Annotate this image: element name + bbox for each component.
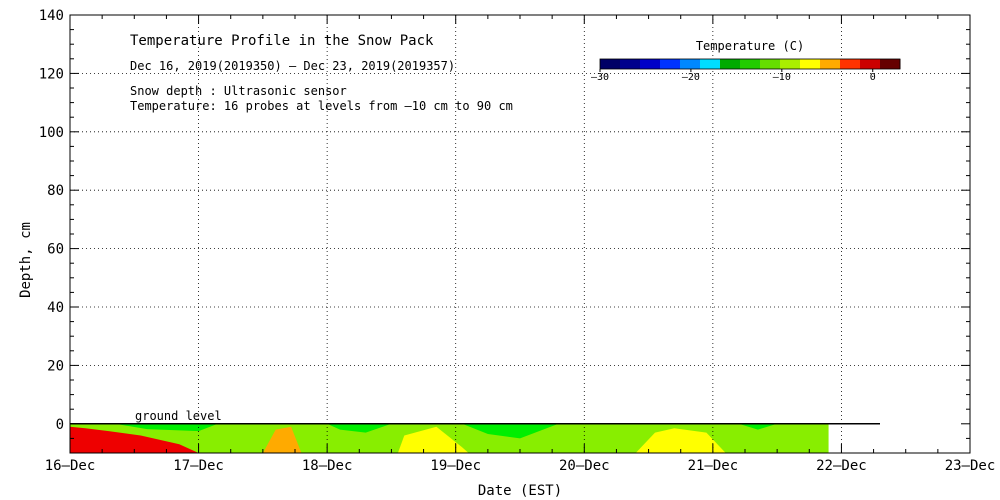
heatmap-data (70, 423, 880, 453)
heatmap-region-4 (115, 423, 218, 432)
x-tick-label-6: 22–Dec (816, 458, 867, 474)
colorbar-swatch-8 (760, 59, 781, 69)
heatmap-region-2 (397, 426, 469, 453)
colorbar: –30 –20 –10 0 (591, 58, 901, 83)
annotation-temperature: Temperature: 16 probes at levels from –1… (130, 99, 513, 113)
axes: 0 20 40 60 80 100 120 140 16–Dec 17–Dec 18–Dec 19–D… (39, 8, 996, 474)
colorbar-swatch-1 (620, 59, 641, 69)
colorbar-swatch-7 (740, 59, 761, 69)
colorbar-swatch-13 (860, 59, 881, 69)
colorbar-swatch-2 (640, 59, 661, 69)
y-tick-label-120: 120 (39, 66, 64, 82)
y-tick-label-100: 100 (39, 125, 64, 141)
colorbar-swatch-14 (880, 59, 901, 69)
x-tick-label-4: 20–Dec (559, 458, 610, 474)
colorbar-swatch-10 (800, 59, 821, 69)
heatmap-region-5 (327, 423, 392, 433)
y-tick-label-20: 20 (47, 358, 64, 374)
colorbar-label-0: –30 (591, 72, 609, 83)
colorbar-frame (599, 58, 901, 70)
colorbar-label-3: 0 (870, 72, 876, 83)
chart-title: Temperature Profile in the Snow Pack (130, 33, 434, 49)
x-tick-label-3: 19–Dec (430, 458, 481, 474)
chart-subtitle: Dec 16, 2019(2019350) – Dec 23, 2019(201… (130, 59, 455, 73)
colorbar-swatch-12 (840, 59, 861, 69)
x-axis-title: Date (EST) (478, 483, 562, 499)
colorbar-swatch-6 (720, 59, 741, 69)
heatmap-region-3 (635, 428, 726, 453)
colorbar-swatch-3 (660, 59, 681, 69)
heatmap-region-7 (738, 423, 778, 430)
y-tick-label-140: 140 (39, 8, 64, 24)
colorbar-label-1: –20 (682, 72, 700, 83)
x-tick-label-5: 21–Dec (688, 458, 739, 474)
heatmap-region-0 (70, 426, 199, 453)
colorbar-swatch-11 (820, 59, 841, 69)
x-tick-label-1: 17–Dec (173, 458, 224, 474)
colorbar-swatch-5 (700, 59, 721, 69)
chart-text: Temperature Profile in the Snow Pack Dec… (18, 33, 804, 499)
y-tick-label-80: 80 (47, 183, 64, 199)
heatmap-region-6 (462, 423, 559, 439)
x-tick-label-2: 18–Dec (302, 458, 353, 474)
ground-level-label: ground level (135, 409, 222, 423)
y-tick-label-40: 40 (47, 300, 64, 316)
x-tick-label-0: 16–Dec (45, 458, 96, 474)
y-tick-label-0: 0 (56, 417, 64, 433)
y-axis-title: Depth, cm (18, 222, 34, 298)
colorbar-swatch-9 (780, 59, 801, 69)
x-tick-label-7: 23–Dec (945, 458, 996, 474)
colorbar-swatch-0 (600, 59, 621, 69)
y-tick-label-60: 60 (47, 242, 64, 258)
heatmap-region-1 (262, 426, 302, 453)
annotation-snow-depth: Snow depth : Ultrasonic sensor (130, 84, 347, 98)
colorbar-title: Temperature (C) (696, 39, 804, 53)
colorbar-label-2: –10 (773, 72, 791, 83)
colorbar-swatch-4 (680, 59, 701, 69)
